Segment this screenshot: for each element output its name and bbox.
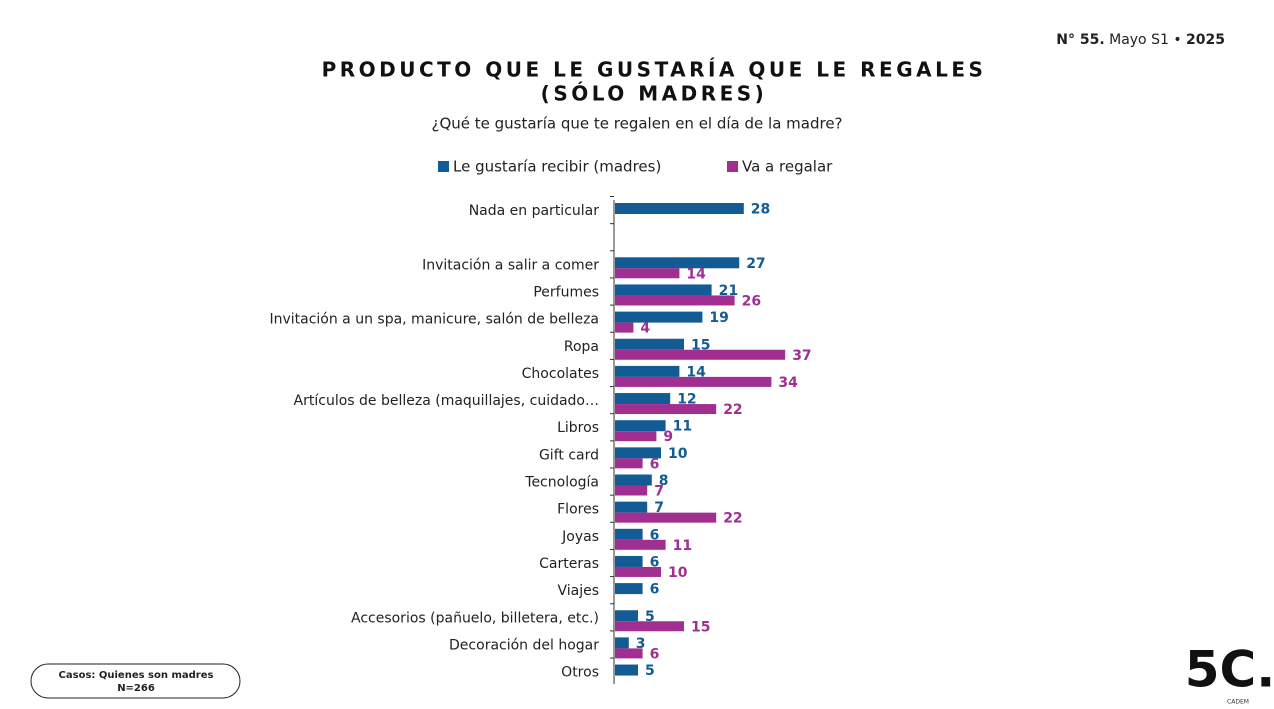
header: N° 55. Mayo S1 • 2025 <box>1056 32 1225 48</box>
category-label: Artículos de belleza (maquillajes, cuida… <box>294 393 599 409</box>
bar <box>615 485 648 496</box>
legend-swatch <box>438 161 449 172</box>
logo-caption: CADEM <box>1227 699 1249 706</box>
bar <box>615 420 666 432</box>
category-label: Otros <box>561 665 599 681</box>
value-label: 28 <box>751 202 770 218</box>
value-label: 14 <box>686 364 706 380</box>
value-label: 6 <box>650 646 660 662</box>
category-label: Invitación a salir a comer <box>422 257 599 273</box>
bar <box>615 648 643 659</box>
value-label: 6 <box>650 527 660 543</box>
value-label: 26 <box>742 293 761 309</box>
bar <box>615 539 666 550</box>
value-label: 6 <box>650 554 660 570</box>
category-label: Flores <box>557 502 599 518</box>
header-year: 2025 <box>1186 32 1225 48</box>
note-line: N=266 <box>117 683 155 694</box>
value-label: 5 <box>645 609 655 625</box>
value-label: 22 <box>723 402 742 418</box>
bar <box>615 621 684 632</box>
bar <box>615 583 643 595</box>
note-line: Casos: Quienes son madres <box>59 670 214 681</box>
category-label: Viajes <box>557 583 599 599</box>
legend-label: Va a regalar <box>742 158 833 176</box>
value-label: 27 <box>746 256 765 272</box>
category-label: Tecnología <box>524 475 599 491</box>
bar <box>615 528 643 540</box>
category-label: Carteras <box>539 556 599 572</box>
value-label: 3 <box>636 636 646 652</box>
bar <box>615 365 680 377</box>
bar <box>615 431 657 442</box>
note-box <box>30 663 241 699</box>
value-label: 22 <box>723 511 742 527</box>
value-label: 8 <box>659 473 669 489</box>
value-label: 14 <box>686 266 706 282</box>
category-label: Gift card <box>539 447 599 463</box>
header-number: N° 55. <box>1056 32 1104 48</box>
value-label: 11 <box>673 419 692 435</box>
bar <box>615 566 661 577</box>
category-label: Accesorios (pañuelo, billetera, etc.) <box>351 610 599 626</box>
value-label: 37 <box>792 348 811 364</box>
value-label: 5 <box>645 663 655 679</box>
bar <box>615 474 652 486</box>
value-label: 6 <box>650 582 660 598</box>
bar <box>615 349 786 360</box>
bar <box>615 322 634 333</box>
category-label: Invitación a un spa, manicure, salón de … <box>269 312 599 328</box>
bar <box>615 458 643 469</box>
value-label: 11 <box>673 538 692 554</box>
bar <box>615 295 735 306</box>
bar <box>615 501 648 513</box>
header-period: Mayo S1 • <box>1109 32 1181 48</box>
bar <box>615 555 643 567</box>
value-label: 7 <box>654 484 664 500</box>
bar <box>615 338 684 350</box>
value-label: 12 <box>677 392 696 408</box>
bar <box>615 512 717 523</box>
value-label: 19 <box>709 310 728 326</box>
category-label: Perfumes <box>533 284 599 300</box>
legend-label: Le gustaría recibir (madres) <box>453 158 661 176</box>
bar <box>615 268 680 279</box>
value-label: 15 <box>691 619 710 635</box>
chart-subtitle: ¿Qué te gustaría que te regalen en el dí… <box>431 115 842 133</box>
legend-swatch <box>727 161 738 172</box>
value-label: 10 <box>668 446 688 462</box>
bar <box>615 610 638 622</box>
bar <box>615 311 703 323</box>
bar <box>615 637 629 649</box>
category-label: Decoración del hogar <box>449 637 599 653</box>
value-label: 34 <box>778 375 798 391</box>
value-label: 15 <box>691 337 710 353</box>
value-label: 4 <box>640 321 650 337</box>
value-label: 7 <box>654 500 664 516</box>
bar <box>615 203 744 214</box>
bar <box>615 284 712 296</box>
bar <box>615 664 638 676</box>
value-label: 10 <box>668 565 688 581</box>
category-label: Ropa <box>564 339 599 355</box>
bar <box>615 376 772 387</box>
category-label: Chocolates <box>522 366 599 382</box>
category-label: Nada en particular <box>469 203 600 219</box>
category-label: Libros <box>557 420 599 436</box>
logo: 5C. <box>1185 641 1274 699</box>
value-label: 9 <box>663 429 673 445</box>
category-label: Joyas <box>561 529 599 545</box>
chart-title-line2: (SÓLO MADRES) <box>541 82 768 106</box>
bar <box>615 447 661 459</box>
bar <box>615 257 740 269</box>
bar <box>615 393 671 405</box>
value-label: 6 <box>650 456 660 472</box>
bar <box>615 404 717 415</box>
chart-title: PRODUCTO QUE LE GUSTARÍA QUE LE REGALES <box>322 58 987 82</box>
value-label: 21 <box>719 283 738 299</box>
